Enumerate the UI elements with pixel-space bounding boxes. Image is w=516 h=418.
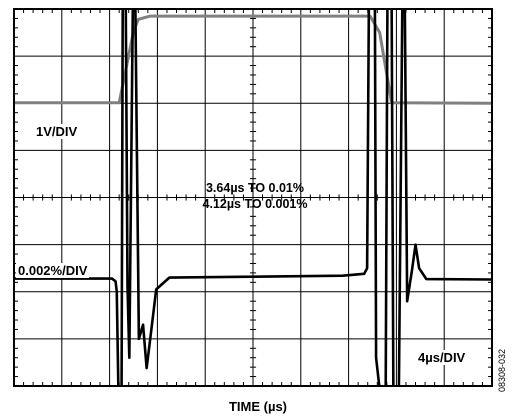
annotation-line-2: 4.12µs TO 0.001% (202, 197, 308, 211)
channel-2-scale-label: 0.002%/DIV (16, 263, 90, 278)
trace-settling (14, 9, 492, 386)
x-axis-label: TIME (µs) (228, 399, 288, 414)
channel-1-scale-label: 1V/DIV (34, 124, 80, 139)
time-per-div-label: 4µs/DIV (416, 350, 468, 365)
traces (14, 9, 492, 386)
figure-id: 08308-032 (497, 348, 507, 392)
annotation-line-1: 3.64µs TO 0.01% (205, 181, 304, 195)
settling-time-annotation: 3.64µs TO 0.01% 4.12µs TO 0.001% (150, 180, 360, 212)
plot-frame (13, 8, 493, 387)
